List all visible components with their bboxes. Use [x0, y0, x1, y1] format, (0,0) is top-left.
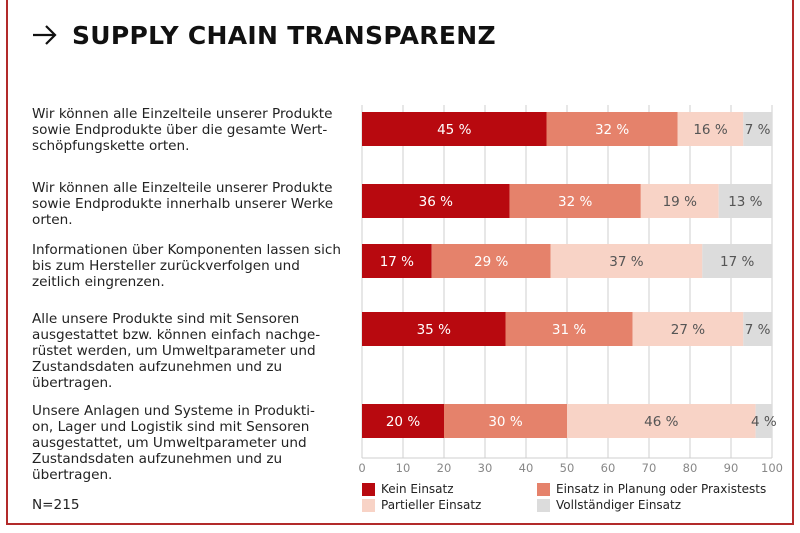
- question-line: übertragen.: [32, 467, 113, 483]
- bar-data-label: 17 %: [380, 254, 414, 270]
- bar-data-label: 37 %: [609, 254, 643, 270]
- panel-frame: [6, 0, 794, 525]
- x-tick-label: 40: [519, 461, 534, 475]
- question-line: ausgestattet bzw. können einfach nachge-: [32, 327, 321, 343]
- x-tick-label: 0: [358, 461, 365, 475]
- legend-label: Kein Einsatz: [381, 482, 454, 496]
- question-line: orten.: [32, 212, 73, 228]
- legend-item-vollstaendig: Vollständiger Einsatz: [537, 498, 681, 512]
- legend-item-kein: Kein Einsatz: [362, 482, 454, 496]
- x-tick-label: 50: [560, 461, 575, 475]
- x-tick-label: 100: [761, 461, 783, 475]
- bar-segment: [718, 184, 772, 218]
- bar-segment: [444, 404, 567, 438]
- bar-data-label: 19 %: [663, 194, 697, 210]
- bar-segment: [640, 184, 719, 218]
- bar-data-label: 35 %: [417, 322, 451, 338]
- x-tick-label: 70: [642, 461, 657, 475]
- question-line: Wir können alle Einzelteile unserer Prod…: [32, 180, 333, 196]
- question-line: Unsere Anlagen und Systeme in Produkti-: [32, 403, 315, 419]
- bar-segment: [362, 112, 547, 146]
- bar-segment: [431, 244, 551, 278]
- legend-swatch-kein: [362, 482, 375, 496]
- legend-label: Partieller Einsatz: [381, 498, 482, 512]
- bar-data-label: 7 %: [745, 122, 771, 138]
- bar-segment: [743, 112, 772, 146]
- bar-data-label: 13 %: [728, 194, 762, 210]
- legend-item-partiell: Partieller Einsatz: [362, 498, 481, 512]
- x-tick-label: 20: [437, 461, 452, 475]
- question-label: Wir können alle Einzelteile unserer Prod…: [32, 106, 362, 154]
- legend-swatch-partiell: [362, 498, 375, 512]
- bar-data-label: 36 %: [419, 194, 453, 210]
- arrow-right-icon: [33, 25, 57, 45]
- page-title: SUPPLY CHAIN TRANSPARENZ: [72, 20, 496, 50]
- bar-data-label: 46 %: [644, 414, 678, 430]
- legend-swatch-planung: [537, 482, 550, 496]
- question-line: Alle unsere Produkte sind mit Sensoren: [32, 311, 300, 327]
- question-label: Informationen über Komponenten lassen si…: [32, 242, 362, 290]
- x-tick-label: 10: [396, 461, 411, 475]
- question-line: rüstet werden, um Umweltparameter und: [32, 343, 316, 359]
- question-line: Zustandsdaten aufzunehmen und zu: [32, 451, 283, 467]
- question-label: Alle unsere Produkte sind mit Sensoren au…: [32, 311, 362, 391]
- bar-data-label: 29 %: [474, 254, 508, 270]
- bar-segment: [632, 312, 744, 346]
- question-line: Zustandsdaten aufzunehmen und zu: [32, 359, 283, 375]
- bar-data-label: 7 %: [745, 322, 771, 338]
- bar-segment: [567, 404, 756, 438]
- bar-segment: [546, 112, 678, 146]
- header: SUPPLY CHAIN TRANSPARENZ: [32, 18, 496, 52]
- question-line: Informationen über Komponenten lassen si…: [32, 242, 341, 258]
- question-line: sowie Endprodukte über die gesamte Wert-: [32, 122, 328, 138]
- bar-data-label: 17 %: [720, 254, 754, 270]
- question-line: zeitlich eingrenzen.: [32, 274, 165, 290]
- legend-label: Einsatz in Planung oder Praxistests: [556, 482, 767, 496]
- bar-segment: [505, 312, 633, 346]
- bar-data-label: 16 %: [693, 122, 727, 138]
- x-tick-label: 80: [683, 461, 698, 475]
- bar-segment: [677, 112, 744, 146]
- question-line: übertragen.: [32, 375, 113, 391]
- legend-item-planung: Einsatz in Planung oder Praxistests: [537, 482, 766, 496]
- bar-data-label: 20 %: [386, 414, 420, 430]
- bar-segment: [362, 404, 444, 438]
- bar-segment: [362, 312, 506, 346]
- bar-data-label: 32 %: [558, 194, 592, 210]
- x-tick-label: 90: [724, 461, 739, 475]
- x-tick-label: 30: [478, 461, 493, 475]
- bar-data-label: 27 %: [671, 322, 705, 338]
- bar-segment: [755, 404, 772, 438]
- question-line: on, Lager und Logistik sind mit Sensoren: [32, 419, 310, 435]
- question-label: Wir können alle Einzelteile unserer Prod…: [32, 180, 362, 228]
- bar-data-label: 45 %: [437, 122, 471, 138]
- legend-swatch-vollstaendig: [537, 498, 550, 512]
- question-line: sowie Endprodukte innerhalb unserer Werk…: [32, 196, 334, 212]
- bar-segment: [362, 184, 510, 218]
- sample-size-note: N=215: [32, 497, 80, 513]
- bar-data-label: 31 %: [552, 322, 586, 338]
- bar-segment: [362, 244, 432, 278]
- bar-segment: [509, 184, 641, 218]
- legend-label: Vollständiger Einsatz: [556, 498, 682, 512]
- bar-segment: [743, 312, 772, 346]
- x-tick-label: 60: [601, 461, 616, 475]
- question-line: Wir können alle Einzelteile unserer Prod…: [32, 106, 333, 122]
- question-line: bis zum Hersteller zurückverfolgen und: [32, 258, 300, 274]
- question-label: Unsere Anlagen und Systeme in Produkti-o…: [32, 403, 362, 483]
- question-line: ausgestattet, um Umweltparameter und: [32, 435, 307, 451]
- bar-segment: [550, 244, 703, 278]
- bar-data-label: 32 %: [595, 122, 629, 138]
- bar-data-label: 30 %: [488, 414, 522, 430]
- question-line: schöpfungskette orten.: [32, 138, 190, 154]
- bar-segment: [702, 244, 772, 278]
- bar-data-label: 4 %: [751, 414, 777, 430]
